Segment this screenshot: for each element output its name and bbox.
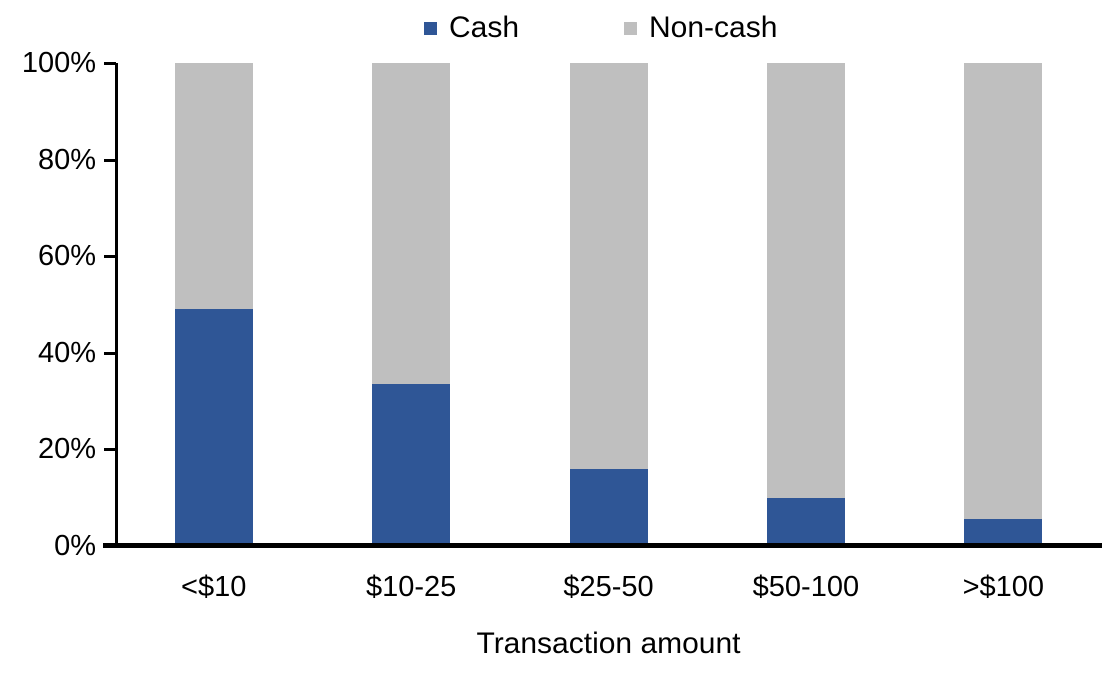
y-axis-tick bbox=[104, 351, 116, 355]
bar-segment-cash bbox=[964, 519, 1043, 546]
y-tick-label: 100% bbox=[21, 47, 96, 79]
x-category-label: $25-50 bbox=[563, 571, 654, 603]
bar-segment-cash bbox=[372, 384, 451, 546]
x-axis-title: Transaction amount bbox=[476, 627, 741, 660]
y-tick-label: 20% bbox=[37, 433, 96, 466]
noncash-swatch-icon bbox=[624, 21, 637, 35]
bar-segment-noncash bbox=[174, 63, 253, 310]
legend-item-cash: Cash bbox=[424, 12, 519, 44]
y-axis-line bbox=[115, 63, 118, 546]
legend-label-cash: Cash bbox=[449, 11, 520, 44]
cash-swatch-icon bbox=[424, 21, 437, 35]
bar-segment-noncash bbox=[964, 63, 1043, 520]
y-tick-label: 40% bbox=[37, 336, 96, 369]
y-axis-tick bbox=[104, 448, 116, 452]
y-tick-label: 60% bbox=[37, 240, 96, 273]
bar-segment-cash bbox=[569, 468, 648, 546]
y-axis-tick bbox=[104, 62, 116, 65]
legend-item-noncash: Non-cash bbox=[624, 12, 777, 44]
x-category-label: >$100 bbox=[962, 571, 1045, 603]
bar-segment-noncash bbox=[569, 63, 648, 469]
bar-segment-noncash bbox=[372, 63, 451, 385]
x-category-label: <$10 bbox=[181, 571, 247, 603]
x-category-label: $50-100 bbox=[752, 571, 860, 603]
bar-segment-noncash bbox=[766, 63, 845, 498]
legend-label-noncash: Non-cash bbox=[649, 11, 778, 44]
bar-segment-cash bbox=[766, 497, 845, 546]
bar-segment-cash bbox=[174, 309, 253, 546]
y-axis-tick bbox=[104, 158, 116, 162]
y-tick-label: 80% bbox=[37, 143, 96, 176]
y-tick-label: 0% bbox=[54, 530, 96, 562]
x-axis-line bbox=[103, 543, 1102, 548]
x-category-label: $10-25 bbox=[365, 571, 457, 603]
y-axis-tick bbox=[104, 255, 116, 259]
